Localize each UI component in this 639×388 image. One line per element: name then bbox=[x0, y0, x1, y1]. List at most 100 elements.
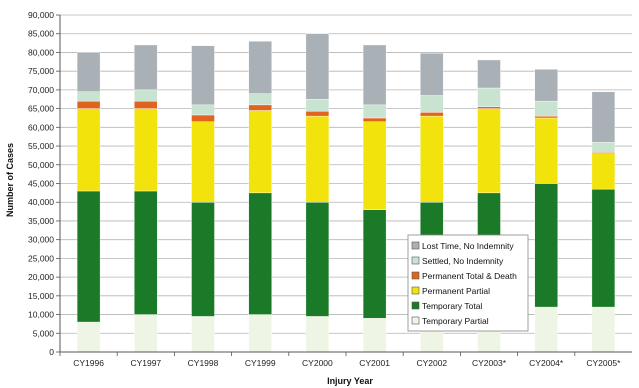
bar-segment bbox=[76, 52, 101, 92]
bar-segment bbox=[362, 318, 387, 353]
y-tick-label: 60,000 bbox=[28, 122, 54, 132]
x-tick-label: CY1996 bbox=[73, 358, 104, 368]
y-tick-label: 40,000 bbox=[28, 197, 54, 207]
y-tick-label: 45,000 bbox=[28, 179, 54, 189]
bar-segment bbox=[248, 110, 272, 194]
legend-label: Temporary Partial bbox=[422, 316, 489, 326]
bar-segment bbox=[305, 202, 330, 317]
x-tick-label: CY1998 bbox=[188, 358, 219, 368]
bar-segment bbox=[591, 153, 616, 190]
legend-label: Permanent Total & Death bbox=[422, 271, 517, 281]
legend-label: Settled, No Indemnity bbox=[422, 256, 504, 266]
x-tick-label: CY2005* bbox=[586, 358, 621, 368]
bar-segment bbox=[76, 321, 101, 353]
bar-segment bbox=[420, 112, 444, 117]
bar-segment bbox=[191, 202, 215, 317]
x-tick-label: CY1999 bbox=[245, 358, 276, 368]
y-tick-label: 20,000 bbox=[28, 272, 54, 282]
bar-segment bbox=[76, 100, 101, 109]
bar-segment bbox=[134, 190, 158, 315]
bar-segment bbox=[191, 316, 215, 353]
bar-segment bbox=[591, 142, 616, 153]
y-tick-label: 55,000 bbox=[28, 141, 54, 151]
legend-swatch bbox=[411, 301, 420, 310]
y-tick-label: 25,000 bbox=[28, 253, 54, 263]
x-tick-label: CY2003* bbox=[472, 358, 507, 368]
bar-segment bbox=[420, 115, 444, 203]
legend-swatch bbox=[411, 286, 420, 295]
bar-segment bbox=[191, 104, 215, 116]
bar-segment bbox=[305, 99, 330, 112]
x-axis-title: Injury Year bbox=[327, 376, 373, 386]
legend-swatch bbox=[411, 271, 420, 280]
legend-swatch bbox=[411, 316, 420, 325]
bar-segment bbox=[534, 117, 558, 184]
axes bbox=[56, 14, 632, 356]
bar-segment bbox=[134, 89, 158, 102]
bar-segment bbox=[362, 44, 387, 106]
bar-segment bbox=[134, 108, 158, 192]
y-tick-label: 85,000 bbox=[28, 29, 54, 39]
bar-segment bbox=[305, 33, 330, 100]
legend-label: Temporary Total bbox=[422, 301, 482, 311]
legend-box bbox=[407, 234, 529, 332]
y-tick-label: 80,000 bbox=[28, 47, 54, 57]
bar-segment bbox=[248, 104, 272, 111]
y-tick-labels: 0 5,000 10,000 15,000 20,000 25,000 30,000 35,0… bbox=[28, 10, 54, 357]
bar-segment bbox=[191, 45, 215, 106]
legend-label: Permanent Partial bbox=[422, 286, 490, 296]
bar-segment bbox=[591, 306, 616, 353]
x-tick-label: CY2000 bbox=[302, 358, 333, 368]
bar-segment bbox=[591, 188, 616, 308]
bar-segment bbox=[477, 108, 501, 194]
bar-segment bbox=[76, 190, 101, 323]
legend-swatch bbox=[411, 241, 420, 250]
bar-segment bbox=[534, 306, 558, 353]
bar-segment bbox=[534, 69, 558, 102]
bar-segment bbox=[134, 100, 158, 109]
x-tick-label: CY1997 bbox=[130, 358, 161, 368]
y-tick-label: 15,000 bbox=[28, 291, 54, 301]
bar-segment bbox=[477, 59, 501, 89]
x-tick-labels: CY1996 CY1997 CY1998 CY1999 CY2000 CY2001 CY20… bbox=[73, 358, 621, 368]
x-tick-label: CY2002 bbox=[416, 358, 447, 368]
bar-segment bbox=[362, 121, 387, 210]
y-tick-label: 5,000 bbox=[33, 328, 55, 338]
x-tick-label: CY2001 bbox=[359, 358, 390, 368]
y-tick-label: 90,000 bbox=[28, 10, 54, 20]
legend-label: Lost Time, No Indemnity bbox=[422, 241, 514, 251]
bar-segment bbox=[305, 316, 330, 353]
bar-segment bbox=[362, 104, 387, 119]
bar-segment bbox=[534, 115, 558, 119]
y-tick-label: 10,000 bbox=[28, 310, 54, 320]
y-tick-label: 0 bbox=[49, 347, 54, 357]
bar-segment bbox=[477, 87, 501, 107]
bar-segment bbox=[248, 314, 272, 353]
legend-swatch bbox=[411, 256, 420, 265]
bar-segment bbox=[362, 117, 387, 122]
bar-segment bbox=[76, 91, 101, 102]
bar-segment bbox=[305, 115, 330, 203]
legend: Lost Time, No Indemnity Settled, No Indem… bbox=[407, 234, 529, 332]
y-axis-title: Number of Cases bbox=[5, 143, 15, 217]
y-tick-label: 65,000 bbox=[28, 104, 54, 114]
bars bbox=[76, 33, 616, 353]
bar-segment bbox=[191, 114, 215, 122]
bar-segment bbox=[134, 314, 158, 353]
bar-segment bbox=[76, 108, 101, 192]
bar-segment bbox=[191, 121, 215, 203]
y-tick-label: 75,000 bbox=[28, 66, 54, 76]
bar-segment bbox=[248, 192, 272, 315]
x-tick-label: CY2004* bbox=[529, 358, 564, 368]
bar-segment bbox=[134, 44, 158, 91]
bar-segment bbox=[420, 95, 444, 113]
y-tick-label: 70,000 bbox=[28, 85, 54, 95]
bar-segment bbox=[248, 41, 272, 94]
bar-segment bbox=[477, 106, 501, 109]
y-tick-label: 30,000 bbox=[28, 235, 54, 245]
bar-segment bbox=[362, 209, 387, 319]
bar-segment bbox=[305, 111, 330, 117]
y-tick-label: 35,000 bbox=[28, 216, 54, 226]
y-tick-label: 50,000 bbox=[28, 160, 54, 170]
